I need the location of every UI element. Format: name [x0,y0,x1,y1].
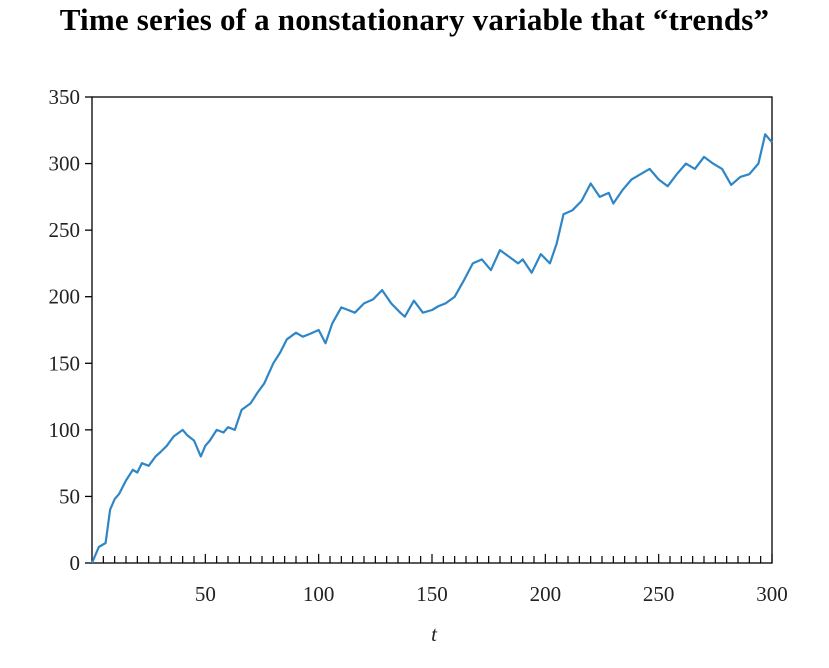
y-tick-label: 350 [49,85,81,109]
x-axis-label: t [431,622,438,646]
y-tick-label: 0 [70,551,81,575]
x-tick-label: 200 [530,582,562,606]
x-tick-label: 250 [643,582,675,606]
y-tick-label: 100 [49,418,81,442]
chart-title: Time series of a nonstationary variable … [59,2,770,37]
plot-frame [91,96,773,564]
axes-group: 0 50 100 150 200 250 300 350 50 100 150 200 250 300 t [49,85,788,646]
x-tick-label: 300 [756,582,788,606]
y-tick-label: 50 [59,484,80,508]
y-tick-label: 200 [49,285,81,309]
series-line [90,133,773,564]
y-tick-label: 150 [49,351,81,375]
x-tick-label: 100 [303,582,335,606]
y-tick-label: 300 [49,152,81,176]
x-tick-label: 150 [416,582,448,606]
x-tick-label: 50 [195,582,216,606]
y-tick-label: 250 [49,218,81,242]
plot-area [90,133,773,564]
